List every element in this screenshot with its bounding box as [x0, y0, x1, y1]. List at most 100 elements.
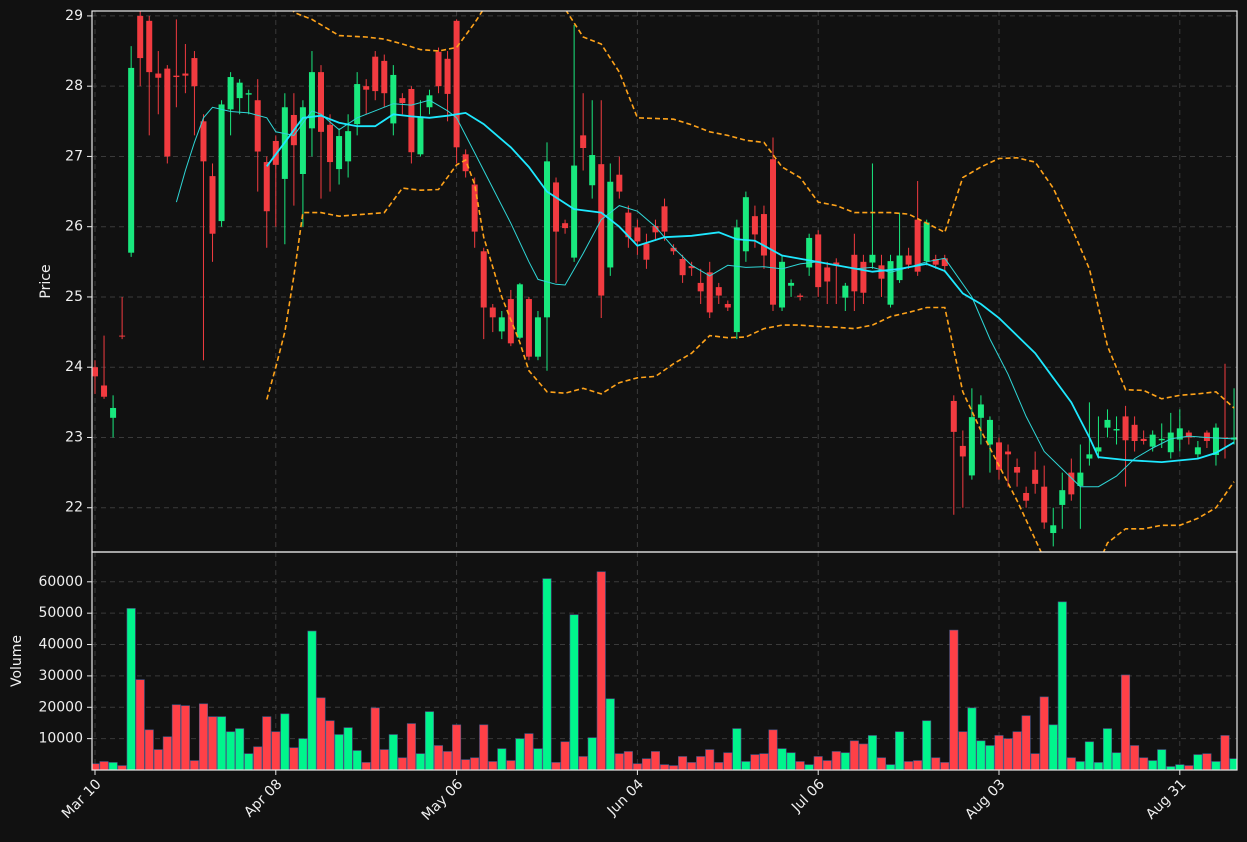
volume-bar: [370, 707, 380, 770]
candle-body: [896, 255, 903, 281]
volume-bar: [714, 762, 724, 770]
candle-body: [1176, 428, 1183, 440]
volume-bar: [524, 733, 534, 770]
volume-bar: [1057, 601, 1067, 770]
candle-body: [1041, 486, 1048, 523]
candle-body: [1032, 469, 1039, 484]
volume-bar: [886, 764, 896, 770]
volume-bar: [92, 763, 100, 770]
candle-body: [381, 60, 388, 94]
volume-bar: [271, 731, 281, 770]
candle-body: [986, 419, 993, 445]
volume-bar: [452, 724, 462, 770]
volume-bar: [569, 614, 579, 770]
candle-body: [435, 51, 442, 87]
indicator-line: [292, 11, 1235, 409]
candle-body: [1050, 525, 1057, 534]
volume-bar: [1102, 728, 1112, 770]
candle-body: [1131, 424, 1138, 441]
candle-body: [688, 266, 695, 269]
volume-bar: [424, 711, 434, 770]
candle-body: [905, 255, 912, 265]
candle-body: [1212, 427, 1219, 456]
candle-body: [534, 317, 541, 357]
candle-body: [1203, 432, 1210, 441]
volume-bar: [108, 762, 118, 770]
volume-frame: [91, 551, 1238, 771]
candle-body: [968, 417, 975, 476]
candle-body: [869, 254, 876, 263]
volume-bar: [723, 752, 733, 770]
candle-body: [733, 227, 740, 333]
candle-body: [842, 285, 849, 298]
volume-bar: [280, 713, 290, 770]
volume-bar: [253, 746, 263, 770]
candle-body: [724, 303, 731, 308]
volume-bar: [1139, 757, 1149, 770]
volume-bar: [578, 756, 588, 770]
candle-body: [1167, 432, 1174, 453]
volume-bar: [994, 735, 1004, 770]
candle-body: [553, 182, 560, 232]
volume-bar: [696, 756, 706, 770]
volume-bar: [1012, 731, 1022, 770]
volume-bar: [434, 745, 444, 770]
volume-bar: [307, 630, 317, 770]
volume-bar: [316, 697, 326, 770]
volume-bar: [1157, 749, 1167, 770]
candle-body: [218, 104, 225, 222]
volume-bar: [858, 743, 868, 770]
candle-body: [92, 367, 98, 377]
volume-bar: [1093, 762, 1103, 770]
volume-bar: [1039, 696, 1049, 770]
volume-bar: [705, 749, 715, 770]
volume-bar: [99, 761, 109, 770]
candle-body: [173, 75, 180, 78]
candle-body: [860, 261, 867, 293]
candle-body: [308, 72, 315, 129]
candle-body: [299, 107, 306, 175]
volume-bar: [1193, 754, 1203, 770]
candle-body: [182, 73, 189, 76]
candle-body: [227, 77, 234, 110]
volume-bar: [777, 748, 787, 770]
candle-body: [1122, 416, 1129, 441]
candle-body: [679, 259, 686, 276]
volume-bar: [632, 763, 642, 770]
volume-bar: [551, 762, 561, 770]
y-tick-label: 28: [65, 78, 83, 94]
volume-bar: [1175, 764, 1185, 770]
y-tick-label: 20000: [38, 699, 83, 715]
candle-body: [1104, 419, 1111, 428]
candle-body: [1140, 438, 1147, 441]
volume-bar: [217, 716, 227, 770]
volume-bar: [343, 727, 353, 770]
candle-body: [1059, 490, 1066, 505]
candle-body: [1023, 492, 1030, 501]
volume-bar: [162, 736, 172, 770]
y-tick-label: 25: [65, 289, 83, 305]
candle-body: [336, 136, 343, 170]
volume-bar: [976, 740, 986, 770]
candle-body: [110, 407, 117, 418]
volume-bar: [1220, 735, 1230, 770]
volume-bar: [406, 723, 416, 770]
candle-body: [1095, 447, 1102, 452]
candle-body: [245, 93, 252, 95]
volume-bar: [822, 760, 832, 770]
candle-body: [164, 68, 171, 157]
volume-bar: [768, 729, 778, 770]
volume-bar: [235, 728, 245, 770]
candle-body: [742, 197, 749, 252]
candle-body: [399, 98, 406, 104]
indicator-line: [175, 99, 1235, 488]
volume-bar: [949, 629, 959, 770]
candle-body: [489, 307, 496, 318]
volume-bar: [443, 751, 453, 770]
y-tick-label: 27: [65, 148, 83, 164]
candle-body: [932, 259, 939, 265]
volume-bar: [786, 752, 796, 770]
volume-bar: [660, 764, 670, 770]
volume-bar: [1003, 738, 1013, 770]
volume-bar: [669, 765, 679, 770]
